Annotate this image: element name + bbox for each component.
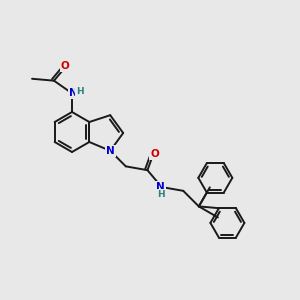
Text: H: H (157, 190, 164, 199)
Text: O: O (150, 148, 159, 159)
Text: N: N (106, 146, 115, 156)
Text: O: O (61, 61, 70, 71)
Text: N: N (156, 182, 165, 192)
Text: N: N (69, 88, 77, 98)
Text: H: H (76, 87, 84, 96)
